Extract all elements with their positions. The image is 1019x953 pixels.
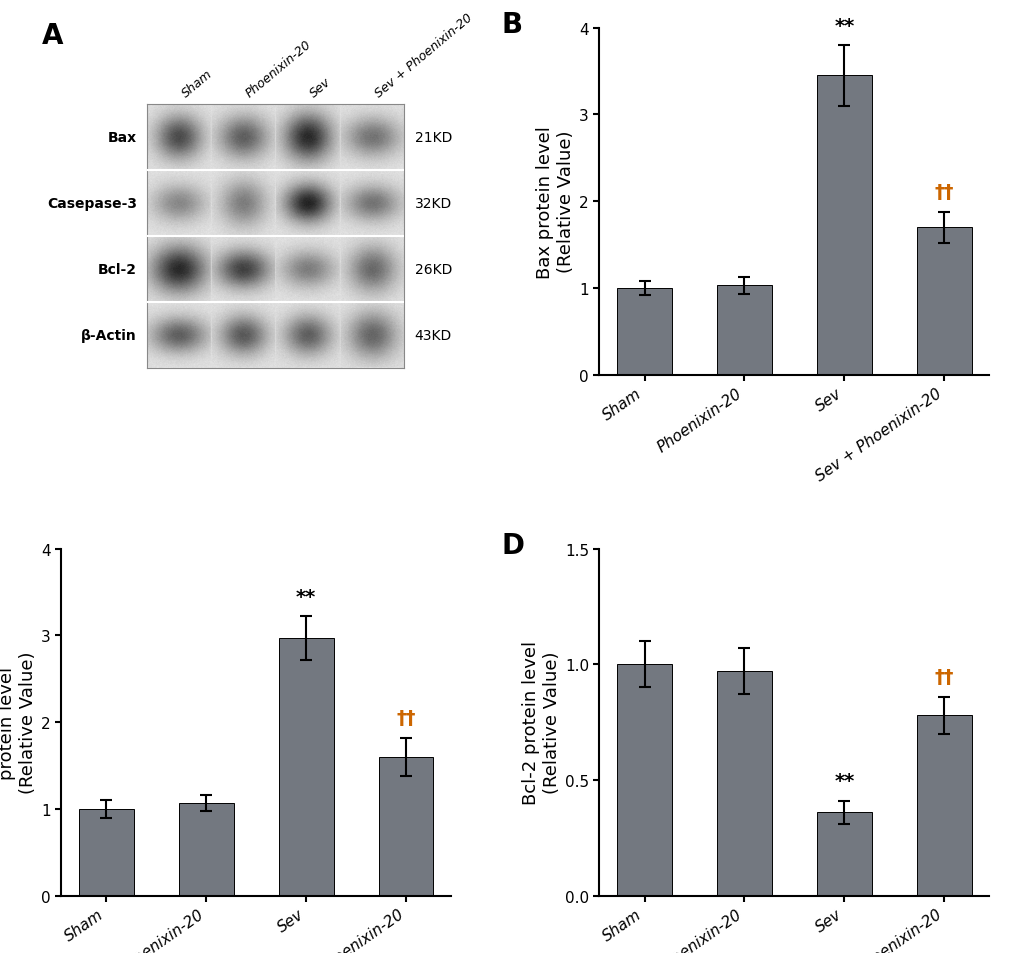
Text: 43KD: 43KD	[414, 329, 451, 342]
Text: **: **	[296, 587, 316, 606]
Bar	[378, 757, 433, 896]
Bar	[716, 672, 771, 896]
Bar	[616, 664, 672, 896]
Text: **: **	[834, 16, 854, 35]
Text: Bcl-2: Bcl-2	[98, 263, 137, 276]
Bar	[816, 76, 871, 375]
Text: 21KD: 21KD	[414, 131, 451, 145]
Y-axis label: Casepase-3
protein level
(Relative Value): Casepase-3 protein level (Relative Value…	[0, 651, 37, 794]
Bar	[178, 803, 233, 896]
Text: **: **	[834, 772, 854, 791]
Bar	[278, 639, 333, 896]
Text: Casepase-3: Casepase-3	[47, 196, 137, 211]
Bar	[78, 809, 133, 896]
Text: ††: ††	[395, 709, 416, 727]
Text: 26KD: 26KD	[414, 263, 451, 276]
Bar	[716, 286, 771, 375]
Text: ††: ††	[933, 183, 953, 202]
Text: Bax: Bax	[108, 131, 137, 145]
Text: A: A	[42, 22, 63, 50]
Text: Sham: Sham	[179, 68, 215, 100]
Text: Sev + Phoenixin-20: Sev + Phoenixin-20	[372, 11, 474, 100]
Bar	[616, 289, 672, 375]
Bar	[916, 716, 971, 896]
Y-axis label: Bax protein level
(Relative Value): Bax protein level (Relative Value)	[536, 126, 575, 278]
Bar	[816, 813, 871, 896]
Bar	[916, 228, 971, 375]
Text: β-Actin: β-Actin	[81, 329, 137, 342]
Y-axis label: Bcl-2 protein level
(Relative Value): Bcl-2 protein level (Relative Value)	[522, 640, 560, 804]
Text: B: B	[501, 11, 523, 39]
Text: Phoenixin-20: Phoenixin-20	[244, 38, 314, 100]
Text: Sev: Sev	[308, 75, 333, 100]
Text: ††: ††	[933, 667, 953, 686]
Text: D: D	[501, 532, 525, 559]
Text: 32KD: 32KD	[414, 196, 451, 211]
